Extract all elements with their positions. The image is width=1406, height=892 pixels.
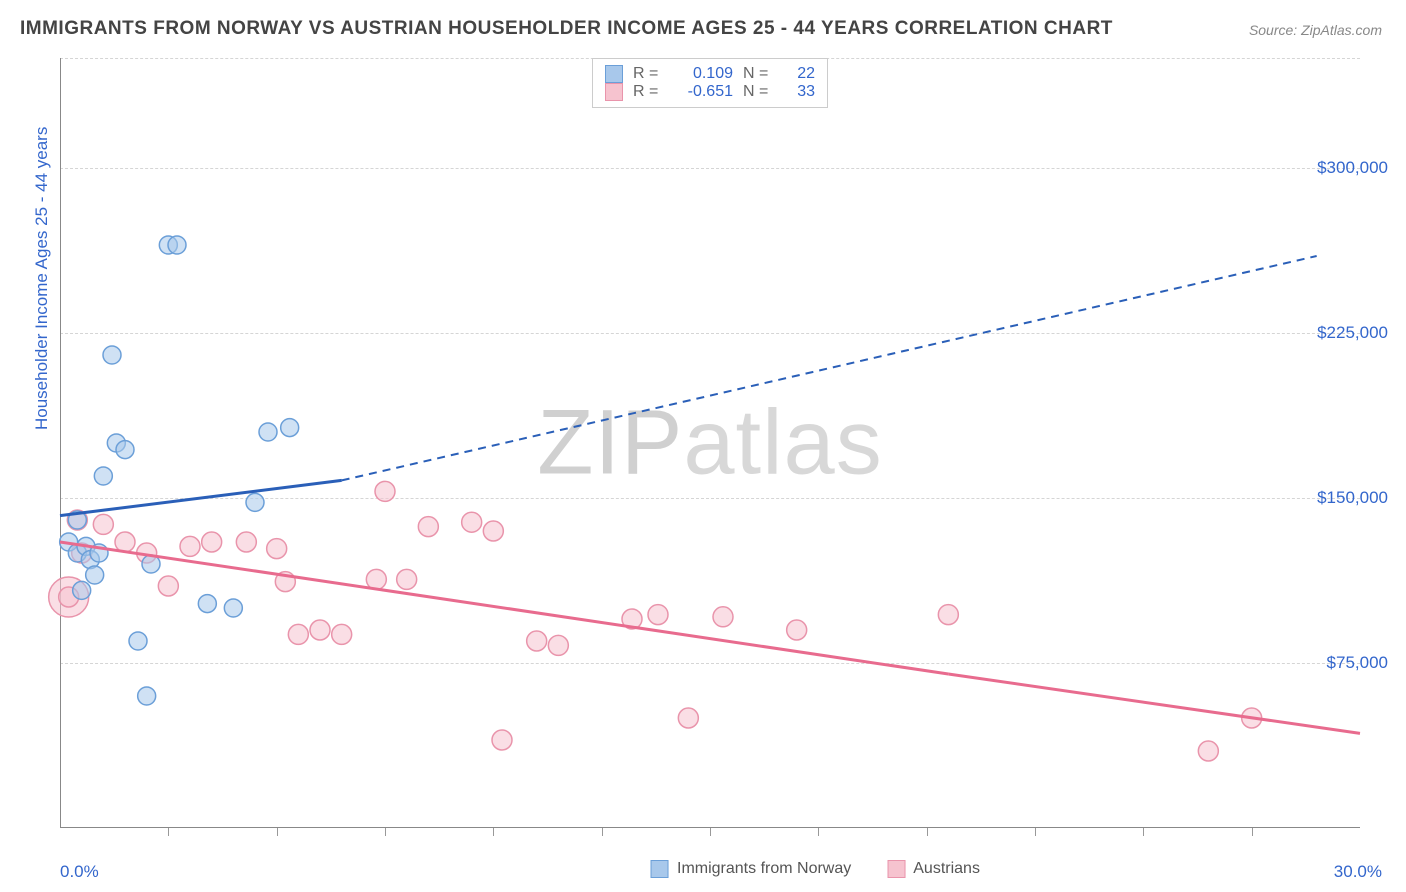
plot-area: ZIPatlas R = 0.109 N = 22 R = -0.651 N =… xyxy=(60,58,1360,828)
y-tick-label: $75,000 xyxy=(1327,653,1388,673)
series-legend: Immigrants from Norway Austrians xyxy=(651,860,980,878)
legend-item-b: Austrians xyxy=(887,860,980,878)
legend-label-b: Austrians xyxy=(913,860,980,878)
swatch-series-b xyxy=(605,83,623,101)
n-label: N = xyxy=(743,65,773,83)
swatch-series-a xyxy=(605,65,623,83)
n-label-2: N = xyxy=(743,83,773,101)
chart-title: IMMIGRANTS FROM NORWAY VS AUSTRIAN HOUSE… xyxy=(20,18,1113,40)
series-a-n-value: 22 xyxy=(783,65,815,83)
legend-label-a: Immigrants from Norway xyxy=(677,860,851,878)
legend-item-a: Immigrants from Norway xyxy=(651,860,851,878)
legend-swatch-b xyxy=(887,860,905,878)
series-b-n-value: 33 xyxy=(783,83,815,101)
r-label-2: R = xyxy=(633,83,663,101)
y-tick-label: $150,000 xyxy=(1317,488,1388,508)
stat-row-a: R = 0.109 N = 22 xyxy=(605,65,815,83)
y-axis-label: Householder Income Ages 25 - 44 years xyxy=(32,127,52,430)
legend-swatch-a xyxy=(651,860,669,878)
y-tick-label: $300,000 xyxy=(1317,158,1388,178)
stat-legend-box: R = 0.109 N = 22 R = -0.651 N = 33 xyxy=(592,58,828,108)
source-attribution: Source: ZipAtlas.com xyxy=(1249,22,1382,38)
scatter-svg xyxy=(60,58,1360,828)
series-b-r-value: -0.651 xyxy=(673,83,733,101)
r-label: R = xyxy=(633,65,663,83)
series-a-r-value: 0.109 xyxy=(673,65,733,83)
stat-row-b: R = -0.651 N = 33 xyxy=(605,83,815,101)
x-max-label: 30.0% xyxy=(1334,862,1382,882)
chart-container: IMMIGRANTS FROM NORWAY VS AUSTRIAN HOUSE… xyxy=(0,0,1406,892)
y-tick-label: $225,000 xyxy=(1317,323,1388,343)
x-min-label: 0.0% xyxy=(60,862,99,882)
